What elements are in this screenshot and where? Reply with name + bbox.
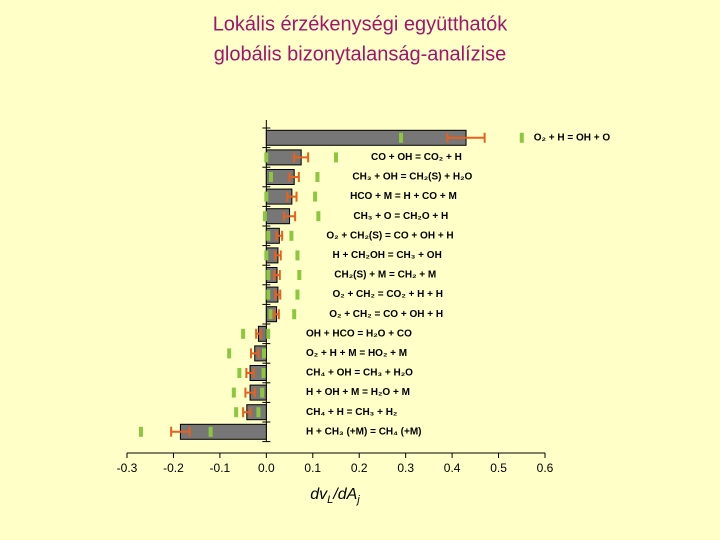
reaction-label: O₂ + CH₂ = CO + OH + H <box>329 309 443 320</box>
x-tick-label: -0.3 <box>117 461 138 475</box>
range-marker <box>519 132 524 143</box>
reaction-label: CH₄ + H = CH₃ + H₂ <box>306 407 397 418</box>
reaction-label: H + CH₂OH = CH₃ + OH <box>332 250 441 261</box>
reaction-label: H + CH₃ (+M) = CH₄ (+M) <box>306 426 422 437</box>
x-tick-label: 0.3 <box>397 461 414 475</box>
reaction-label: CO + OH = CO₂ + H <box>371 152 462 163</box>
x-label-part: L <box>327 494 333 506</box>
range-marker <box>266 230 271 241</box>
range-marker <box>234 407 239 418</box>
range-marker <box>266 289 271 300</box>
x-label-part: /dA <box>332 486 357 503</box>
x-label-part: j <box>355 494 360 506</box>
range-marker <box>208 426 213 437</box>
reaction-label: H + OH + M = H₂O + M <box>306 387 410 398</box>
reaction-label: CH₂(S) + M = CH₂ + M <box>334 270 436 281</box>
x-tick-label: 0.2 <box>351 461 368 475</box>
x-tick-label: 0.0 <box>258 461 275 475</box>
x-tick-label: 0.1 <box>304 461 321 475</box>
range-marker <box>264 250 269 261</box>
range-marker <box>295 250 300 261</box>
range-marker <box>313 191 318 202</box>
range-marker <box>138 426 143 437</box>
range-marker <box>264 191 269 202</box>
error-bar <box>446 132 486 143</box>
range-marker <box>399 132 404 143</box>
range-marker <box>266 270 271 280</box>
chart-title: globális bizonytalanság-analízise <box>214 43 506 65</box>
range-marker <box>241 328 246 339</box>
range-marker <box>256 407 261 418</box>
error-bar <box>274 250 282 261</box>
range-marker <box>261 368 266 378</box>
range-marker <box>227 348 232 359</box>
reaction-label: OH + HCO = H₂O + CO <box>306 328 412 339</box>
range-marker <box>262 211 267 222</box>
error-bar <box>288 172 300 182</box>
range-marker <box>231 387 236 398</box>
reaction-label: O₂ + H + M = HO₂ + M <box>306 348 407 359</box>
x-tick-label: -0.2 <box>163 461 184 475</box>
range-marker <box>295 289 300 300</box>
range-marker <box>292 309 297 320</box>
error-bar <box>273 270 281 280</box>
error-bar <box>242 407 252 418</box>
error-bar <box>286 191 298 202</box>
reaction-label: O₂ + CH₂(S) = CO + OH + H <box>326 230 453 241</box>
error-bar <box>275 230 284 241</box>
range-marker <box>266 328 271 339</box>
range-marker <box>260 387 265 398</box>
range-marker <box>289 230 294 241</box>
range-marker <box>297 270 302 280</box>
range-marker <box>315 172 320 182</box>
x-axis-label: dvL/dAj <box>310 486 360 506</box>
x-tick-label: -0.1 <box>210 461 231 475</box>
reaction-label: CH₄ + OH = CH₃ + H₂O <box>306 368 413 379</box>
x-tick-label: 0.6 <box>537 461 554 475</box>
range-marker <box>316 211 321 222</box>
range-marker <box>334 152 338 163</box>
error-bar <box>250 348 260 359</box>
error-bar <box>282 211 297 222</box>
range-marker <box>264 152 269 163</box>
reaction-label: CH₃ + OH = CH₂(S) + H₂O <box>352 172 472 183</box>
reaction-label: CH₃ + O = CH₂O + H <box>353 211 448 222</box>
reaction-label: HCO + M = H + CO + M <box>350 191 457 202</box>
x-tick-label: 0.4 <box>444 461 461 475</box>
range-marker <box>268 309 273 320</box>
bar <box>179 423 267 440</box>
reaction-label: O₂ + CH₂ = CO₂ + H + H <box>332 289 443 300</box>
range-marker <box>262 348 267 359</box>
bar <box>265 129 467 146</box>
reaction-label: O₂ + H = OH + O <box>534 132 611 143</box>
error-bar <box>293 152 310 163</box>
error-bar <box>170 426 191 437</box>
x-tick-label: 0.5 <box>490 461 507 475</box>
error-bar <box>255 328 262 339</box>
error-bar <box>273 309 280 320</box>
x-label-part: dv <box>310 486 328 503</box>
error-bar <box>274 289 282 300</box>
range-marker <box>268 172 273 182</box>
chart-title: Lokális érzékenységi együtthatók <box>213 13 509 35</box>
error-bar <box>245 368 255 378</box>
error-bar <box>244 387 256 398</box>
range-marker <box>237 368 242 378</box>
